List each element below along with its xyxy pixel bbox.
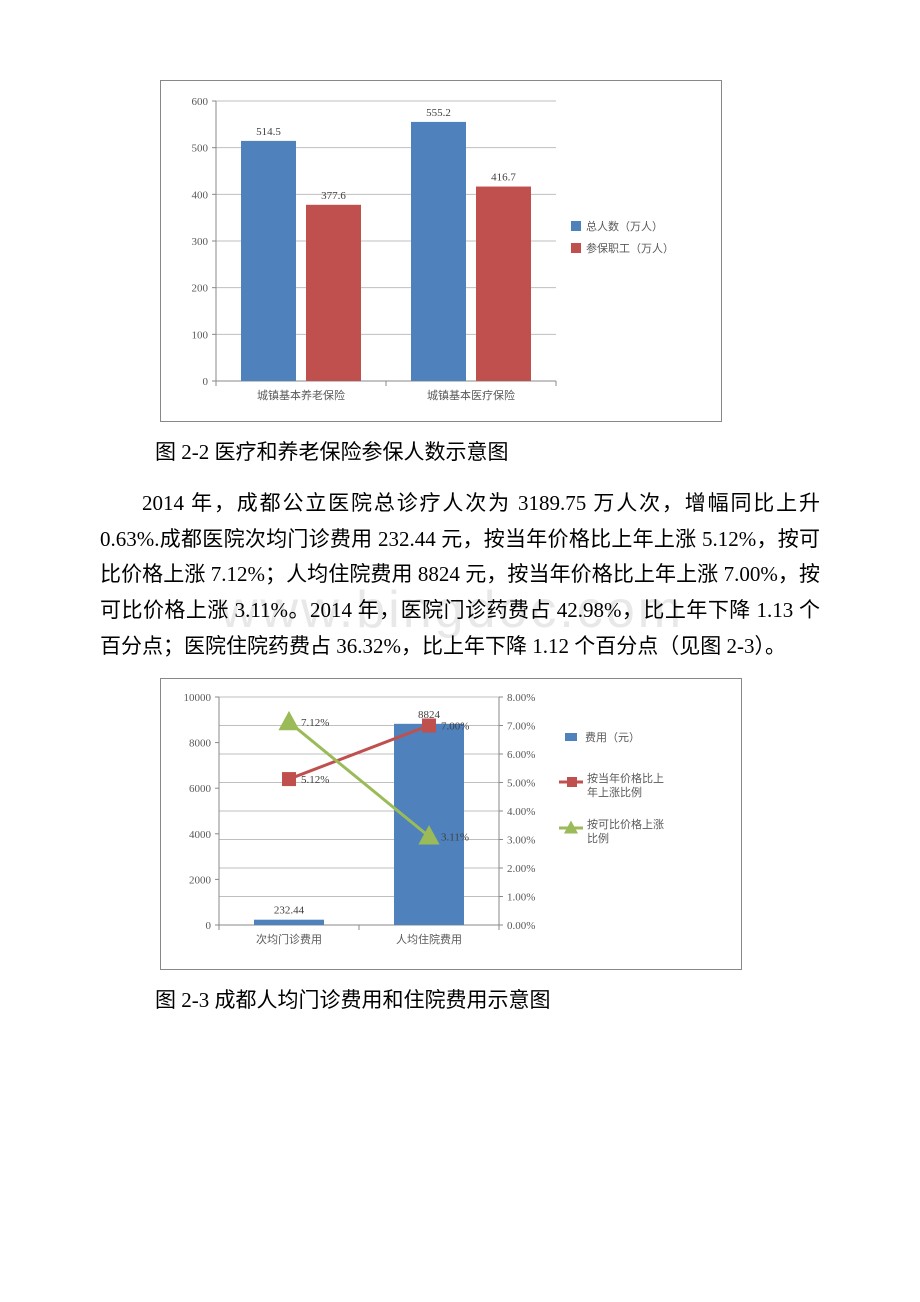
caption-chart2: 图 2-3 成都人均门诊费用和住院费用示意图 — [155, 984, 820, 1014]
body-paragraph: 2014 年，成都公立医院总诊疗人次为 3189.75 万人次，增幅同比上升 0… — [100, 486, 820, 664]
svg-text:8.00%: 8.00% — [507, 692, 535, 704]
svg-text:比例: 比例 — [587, 831, 609, 845]
svg-text:总人数（万人）: 总人数（万人） — [586, 219, 663, 233]
svg-text:0: 0 — [203, 376, 209, 388]
svg-text:按可比价格上涨: 按可比价格上涨 — [587, 817, 664, 831]
svg-text:费用（元）: 费用（元） — [585, 731, 640, 744]
svg-text:377.6: 377.6 — [321, 190, 346, 202]
svg-text:2000: 2000 — [189, 875, 212, 887]
svg-text:1.00%: 1.00% — [507, 892, 535, 904]
svg-text:0: 0 — [206, 920, 212, 932]
svg-text:7.12%: 7.12% — [301, 718, 329, 730]
svg-text:416.7: 416.7 — [491, 172, 516, 184]
svg-text:400: 400 — [192, 189, 209, 201]
chart-insurance: 0 100 200 300 400 500 600 城镇基本养老保险 514.5 377.6 城镇基… — [160, 80, 722, 422]
svg-text:城镇基本医疗保险: 城镇基本医疗保险 — [427, 388, 515, 402]
svg-text:200: 200 — [192, 283, 209, 295]
svg-text:4.00%: 4.00% — [507, 806, 535, 818]
svg-text:5.00%: 5.00% — [507, 778, 535, 790]
svg-text:8000: 8000 — [189, 738, 212, 750]
svg-text:次均门诊费用: 次均门诊费用 — [256, 932, 322, 946]
chart-fees: 0.00% 1.00% 2.00% 3.00% 4.00% 5.00% 6.00% 7.00%… — [160, 678, 742, 970]
svg-text:6000: 6000 — [189, 784, 212, 796]
svg-text:年上涨比例: 年上涨比例 — [587, 785, 642, 799]
svg-text:2.00%: 2.00% — [507, 863, 535, 875]
svg-text:7.00%: 7.00% — [507, 721, 535, 733]
svg-text:3.11%: 3.11% — [441, 832, 469, 844]
svg-text:514.5: 514.5 — [256, 126, 281, 138]
svg-text:300: 300 — [192, 236, 209, 248]
svg-text:按当年价格比上: 按当年价格比上 — [587, 771, 664, 785]
svg-text:600: 600 — [192, 96, 209, 108]
svg-text:6.00%: 6.00% — [507, 749, 535, 761]
svg-text:3.00%: 3.00% — [507, 835, 535, 847]
caption-chart1: 图 2-2 医疗和养老保险参保人数示意图 — [155, 436, 820, 466]
svg-text:555.2: 555.2 — [426, 107, 451, 119]
svg-text:0.00%: 0.00% — [507, 920, 535, 932]
svg-text:10000: 10000 — [184, 692, 212, 704]
svg-text:100: 100 — [192, 329, 209, 341]
svg-text:参保职工（万人）: 参保职工（万人） — [586, 241, 674, 255]
svg-text:人均住院费用: 人均住院费用 — [396, 932, 462, 946]
svg-text:城镇基本养老保险: 城镇基本养老保险 — [257, 388, 345, 402]
svg-text:7.00%: 7.00% — [441, 721, 469, 733]
svg-text:232.44: 232.44 — [274, 905, 305, 917]
svg-text:5.12%: 5.12% — [301, 775, 329, 787]
svg-text:4000: 4000 — [189, 829, 212, 841]
svg-text:500: 500 — [192, 143, 209, 155]
